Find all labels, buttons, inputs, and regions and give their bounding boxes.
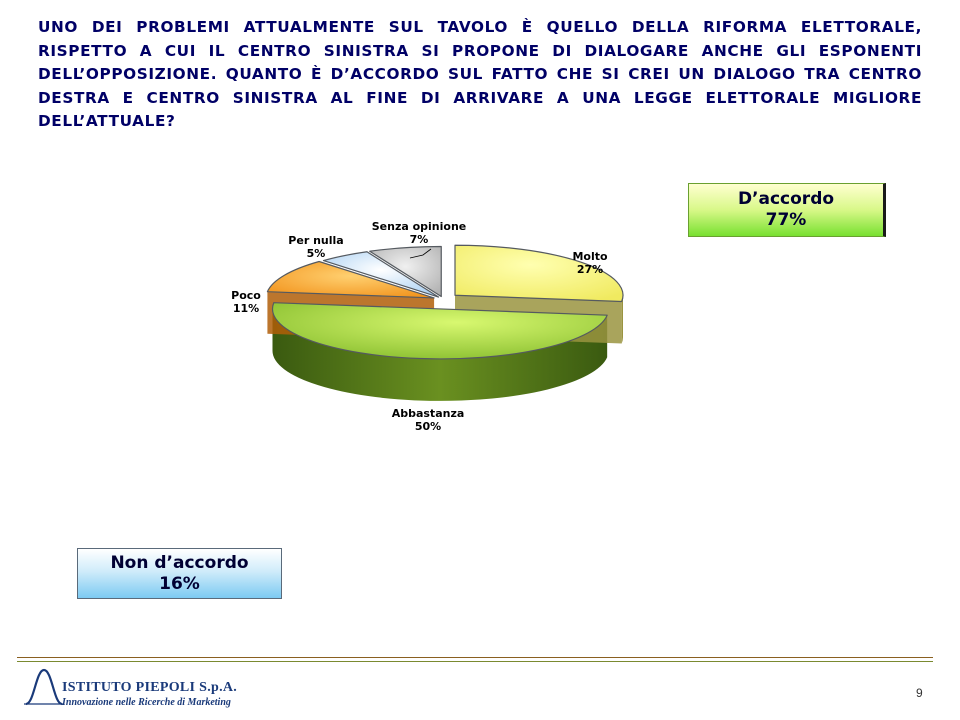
company-logo-icon [24,668,64,706]
footer-divider [17,657,933,658]
disagree-value: 16% [159,574,200,594]
agree-value: 77% [765,210,807,230]
agree-summary-box: D’accordo 77% [688,183,886,237]
pie-slice-senza-opinione [369,245,442,298]
footer-divider-secondary [17,661,933,662]
slice-label-abbastanza: Abbastanza [392,407,465,420]
disagree-label: Non d’accordo [110,553,249,573]
slice-value-molto: 27% [577,263,603,276]
slice-label-per-nulla: Per nulla [288,234,343,247]
pie-slices [266,244,624,360]
company-tagline: Innovazione nelle Ricerche di Marketing [62,697,231,708]
company-name: ISTITUTO PIEPOLI S.p.A. [62,680,238,695]
slice-value-abbastanza: 50% [415,420,441,433]
slice-label-senza-opinione: Senza opinione [372,220,467,233]
disagree-summary-box: Non d’accordo 16% [77,548,282,599]
slice-label-molto: Molto [572,250,608,263]
pie-side-abbastanza [272,308,608,401]
pie-slice-per-nulla [322,251,440,298]
agree-label: D’accordo [737,189,835,209]
pie-slice-abbastanza [271,302,608,360]
pie-slice-molto [454,244,624,303]
slice-label-poco: Poco [231,289,261,302]
slice-value-per-nulla: 5% [307,247,326,260]
pie-slice-poco [266,260,435,299]
question-text: UNO DEI PROBLEMI ATTUALMENTE SUL TAVOLO … [38,18,922,130]
page-number: 9 [916,686,923,700]
slice-value-poco: 11% [233,302,259,315]
pie-side-molto [621,295,624,344]
slice-value-senza-opinione: 7% [410,233,429,246]
leader-line-senza-opinione [409,248,432,259]
